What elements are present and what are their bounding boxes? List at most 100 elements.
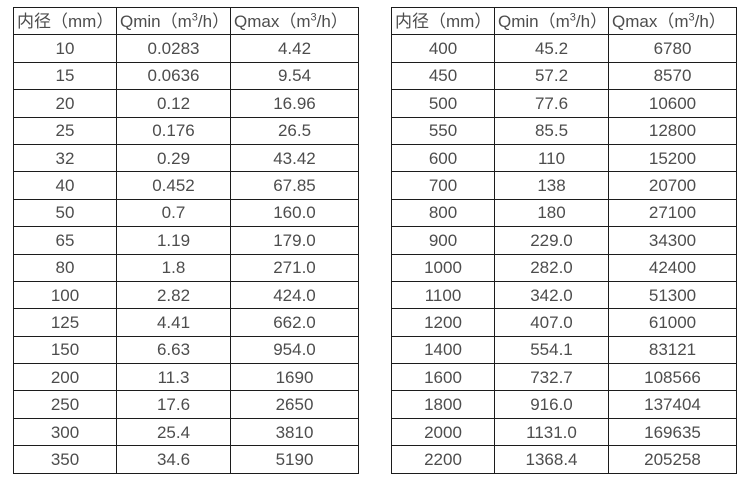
- table-row: 550 85.5 12800: [391, 116, 737, 145]
- table-cell: 108566: [608, 363, 737, 392]
- table-cell: 15200: [608, 143, 737, 173]
- table-cell: 0.0283: [116, 34, 231, 63]
- header-qmax: Qmax（m3/h）: [608, 6, 737, 36]
- table-cell: 0.29: [116, 143, 231, 173]
- table-cell: 554.1: [494, 335, 609, 365]
- header-row: 内径（mm） Qmin（m3/h） Qmax（m3/h）: [391, 6, 737, 36]
- qmax-unit-prefix: Qmax（m: [612, 11, 689, 31]
- table-cell: 50: [13, 198, 117, 228]
- table-cell: 0.12: [116, 89, 231, 118]
- table-cell: 10: [13, 34, 117, 63]
- qmax-unit-suffix: /h）: [694, 11, 726, 31]
- qmin-unit-suffix: /h）: [575, 11, 608, 31]
- table-cell: 5190: [230, 445, 359, 474]
- table-row: 80 1.8 271.0: [13, 253, 359, 282]
- table-cell: 6.63: [116, 335, 231, 365]
- table-row: 2000 1131.0 169635: [391, 417, 737, 447]
- table-row: 100 2.82 424.0: [13, 280, 359, 310]
- table-row: 700 138 20700: [391, 171, 737, 200]
- table-cell: 12800: [608, 116, 737, 145]
- table-row: 65 1.19 179.0: [13, 226, 359, 255]
- table-row: 200 11.3 1690: [13, 363, 359, 392]
- table-cell: 1690: [230, 363, 359, 392]
- table-row: 1100 342.0 51300: [391, 280, 737, 310]
- table-cell: 15: [13, 61, 117, 91]
- table-cell: 125: [13, 308, 117, 337]
- table-cell: 67.85: [230, 171, 359, 200]
- table-cell: 954.0: [230, 335, 359, 365]
- table-cell: 26.5: [230, 116, 359, 145]
- table-cell: 4.42: [230, 34, 359, 63]
- table-cell: 80: [13, 253, 117, 282]
- table-cell: 34.6: [116, 445, 231, 474]
- table-cell: 2200: [391, 445, 495, 474]
- table-cell: 407.0: [494, 308, 609, 337]
- table-cell: 1600: [391, 363, 495, 392]
- table-cell: 20: [13, 89, 117, 118]
- table-cell: 40: [13, 171, 117, 200]
- table-row: 400 45.2 6780: [391, 34, 737, 63]
- table-cell: 137404: [608, 390, 737, 419]
- cubic-superscript: 3: [688, 11, 695, 24]
- qmin-unit-prefix: Qmin（m: [498, 11, 570, 31]
- table-cell: 1100: [391, 280, 495, 310]
- table-cell: 229.0: [494, 226, 609, 255]
- table-cell: 3810: [230, 417, 359, 447]
- table-cell: 1.19: [116, 226, 231, 255]
- table-cell: 700: [391, 171, 495, 200]
- header-qmax: Qmax（m3/h）: [230, 6, 359, 36]
- cubic-superscript: 3: [569, 11, 576, 24]
- table-cell: 8570: [608, 61, 737, 91]
- table-cell: 916.0: [494, 390, 609, 419]
- table-cell: 20700: [608, 171, 737, 200]
- table-cell: 342.0: [494, 280, 609, 310]
- table-row: 300 25.4 3810: [13, 417, 359, 447]
- table-cell: 400: [391, 34, 495, 63]
- table-row: 10 0.0283 4.42: [13, 34, 359, 63]
- table-row: 2200 1368.4 205258: [391, 445, 737, 474]
- table-row: 500 77.6 10600: [391, 89, 737, 118]
- table-cell: 51300: [608, 280, 737, 310]
- table-body-small-diameters: 10 0.0283 4.42 15 0.0636 9.54 20 0.12 16.96 25 0.1…: [13, 34, 359, 474]
- table-cell: 205258: [608, 445, 737, 474]
- table-cell: 250: [13, 390, 117, 419]
- table-cell: 138: [494, 171, 609, 200]
- table-cell: 550: [391, 116, 495, 145]
- table-cell: 9.54: [230, 61, 359, 91]
- table-cell: 42400: [608, 253, 737, 282]
- table-cell: 282.0: [494, 253, 609, 282]
- table-cell: 0.452: [116, 171, 231, 200]
- table-row: 450 57.2 8570: [391, 61, 737, 91]
- table-cell: 300: [13, 417, 117, 447]
- table-cell: 180: [494, 198, 609, 228]
- table-cell: 200: [13, 363, 117, 392]
- table-row: 32 0.29 43.42: [13, 143, 359, 173]
- table-row: 25 0.176 26.5: [13, 116, 359, 145]
- table-cell: 65: [13, 226, 117, 255]
- table-cell: 25: [13, 116, 117, 145]
- table-row: 20 0.12 16.96: [13, 89, 359, 118]
- table-cell: 1000: [391, 253, 495, 282]
- table-row: 250 17.6 2650: [13, 390, 359, 419]
- table-cell: 32: [13, 143, 117, 173]
- table-row: 125 4.41 662.0: [13, 308, 359, 337]
- table-cell: 169635: [608, 417, 737, 447]
- qmax-unit-prefix: Qmax（m: [234, 11, 311, 31]
- table-cell: 11.3: [116, 363, 231, 392]
- table-row: 900 229.0 34300: [391, 226, 737, 255]
- header-qmin: Qmin（m3/h）: [494, 6, 609, 36]
- table-cell: 1131.0: [494, 417, 609, 447]
- table-cell: 16.96: [230, 89, 359, 118]
- table-cell: 34300: [608, 226, 737, 255]
- flow-rate-table-large-diameters: 内径（mm） Qmin（m3/h） Qmax（m3/h） 400 45.2 6780…: [391, 6, 737, 474]
- table-cell: 732.7: [494, 363, 609, 392]
- table-cell: 0.7: [116, 198, 231, 228]
- table-cell: 0.176: [116, 116, 231, 145]
- table-cell: 900: [391, 226, 495, 255]
- cubic-superscript: 3: [310, 11, 317, 24]
- table-cell: 662.0: [230, 308, 359, 337]
- table-cell: 27100: [608, 198, 737, 228]
- table-cell: 1200: [391, 308, 495, 337]
- table-cell: 6780: [608, 34, 737, 63]
- table-cell: 1.8: [116, 253, 231, 282]
